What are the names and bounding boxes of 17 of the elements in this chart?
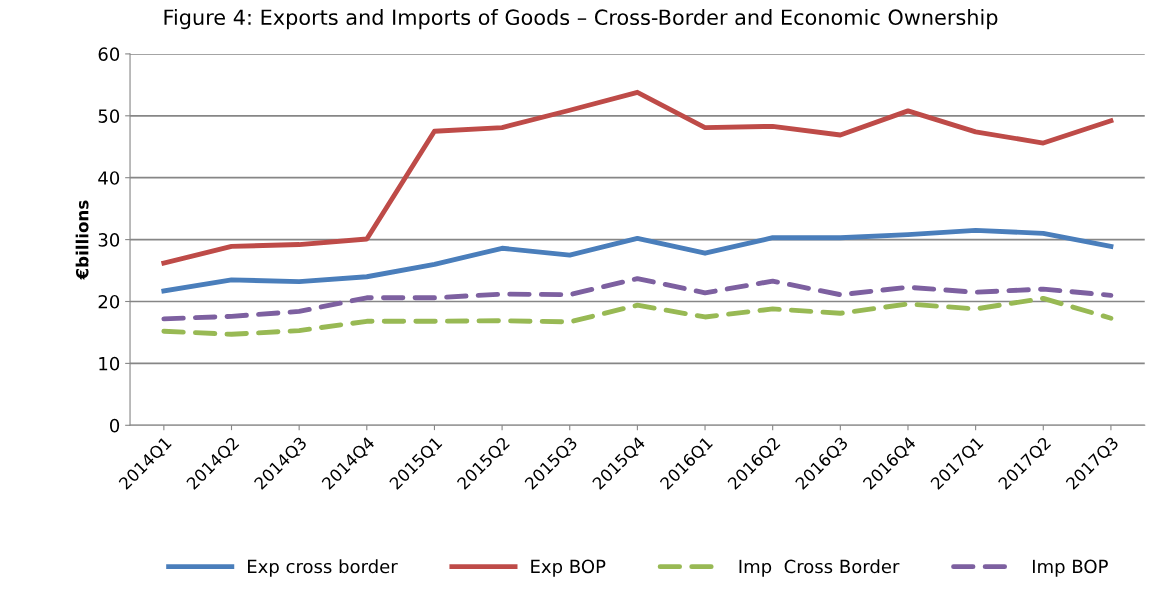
y-tick-label: 60	[98, 47, 120, 62]
line-series	[161, 227, 1114, 294]
line-series	[161, 276, 1114, 322]
legend-label: Imp Cross Border	[739, 559, 900, 577]
y-tick-label: 40	[98, 171, 120, 185]
y-axis-title: €billions	[75, 200, 89, 280]
legend-label: Exp cross border	[248, 559, 398, 577]
legend-label: Imp BOP	[1032, 559, 1108, 577]
legend-label: Exp BOP	[531, 559, 606, 577]
chart-title: Figure 4: Exports and Imports of Goods – Cross-Border and Economic Ownership	[164, 8, 998, 30]
line-series	[161, 295, 1114, 337]
y-tick-label: 30	[98, 233, 120, 247]
line-series	[161, 89, 1114, 266]
y-tick-label: 20	[98, 294, 120, 309]
y-tick-label: 50	[98, 109, 120, 123]
y-tick-label: 10	[99, 356, 120, 371]
y-tick-label: 0	[110, 418, 120, 433]
